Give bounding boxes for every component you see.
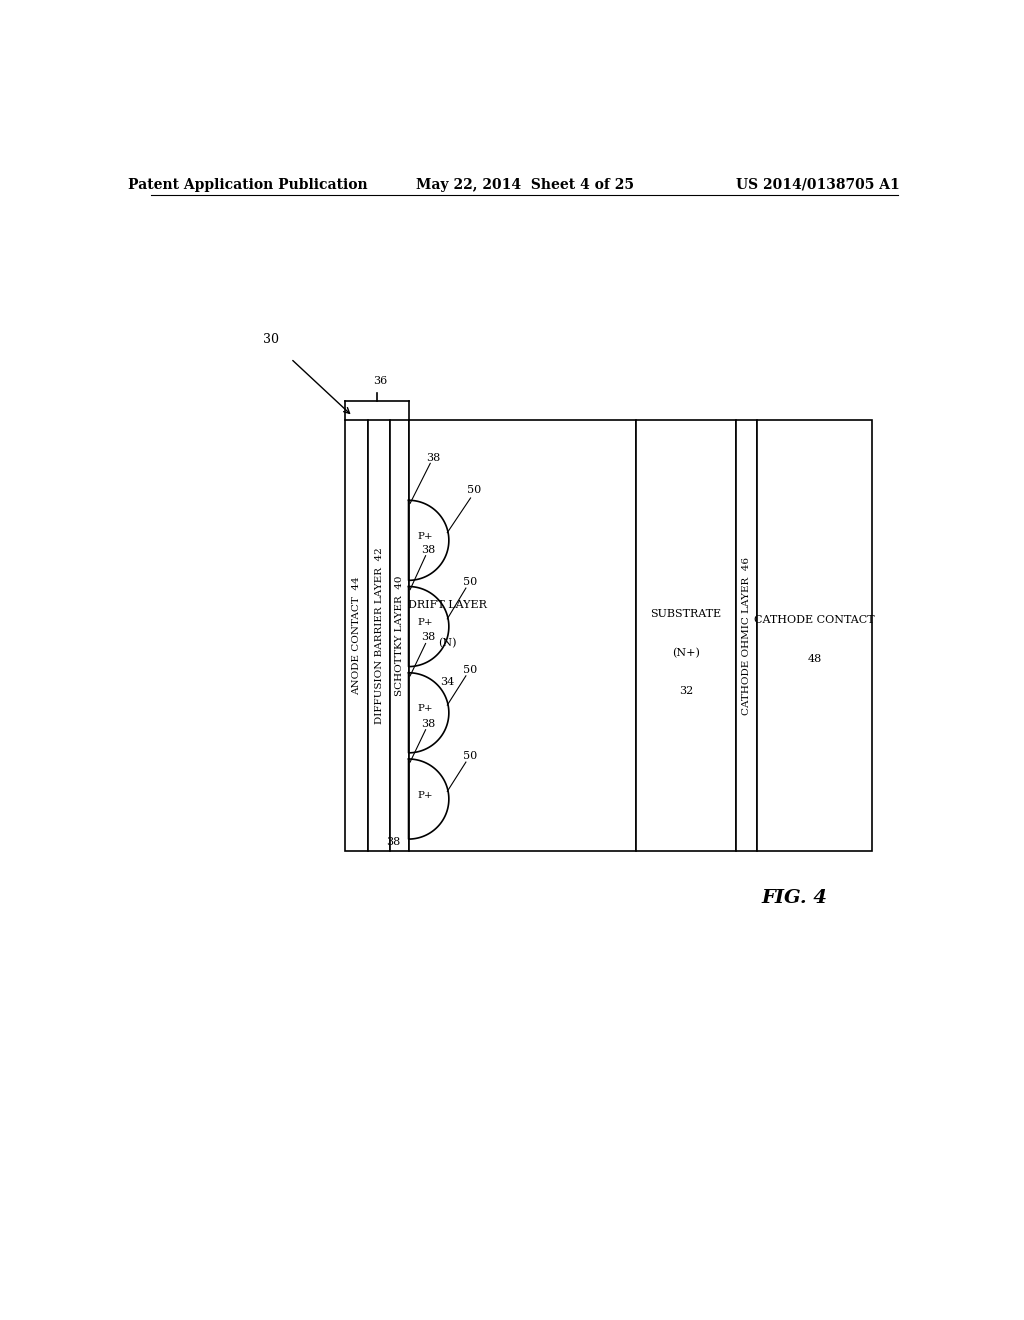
Text: 38: 38 — [422, 718, 436, 729]
Bar — [369, 420, 390, 851]
Bar — [390, 420, 409, 851]
Text: 30: 30 — [263, 333, 280, 346]
Text: 50: 50 — [463, 665, 477, 675]
Text: CATHODE CONTACT: CATHODE CONTACT — [755, 615, 874, 626]
Text: (N): (N) — [438, 639, 457, 648]
Text: SCHOTTKY LAYER  40: SCHOTTKY LAYER 40 — [394, 576, 403, 696]
Text: 38: 38 — [386, 837, 400, 847]
Text: CATHODE OHMIC LAYER  46: CATHODE OHMIC LAYER 46 — [742, 557, 752, 715]
Text: 50: 50 — [463, 577, 477, 587]
Text: P+: P+ — [418, 791, 433, 800]
Text: DIFFUSION BARRIER LAYER  42: DIFFUSION BARRIER LAYER 42 — [375, 548, 384, 725]
Text: 50: 50 — [463, 751, 477, 760]
Bar — [758, 420, 872, 851]
Bar — [345, 420, 369, 851]
Text: 48: 48 — [808, 653, 822, 664]
Text: 38: 38 — [422, 632, 436, 643]
Bar — [409, 420, 636, 851]
Text: P+: P+ — [418, 705, 433, 713]
Bar — [636, 420, 736, 851]
Text: (N+): (N+) — [672, 648, 700, 657]
Text: 36: 36 — [374, 376, 388, 385]
Text: May 22, 2014  Sheet 4 of 25: May 22, 2014 Sheet 4 of 25 — [416, 178, 634, 191]
Text: 34: 34 — [440, 677, 455, 686]
Text: DRIFT LAYER: DRIFT LAYER — [408, 601, 486, 610]
Text: ANODE CONTACT  44: ANODE CONTACT 44 — [352, 577, 361, 696]
Text: 50: 50 — [467, 486, 481, 495]
Bar — [736, 420, 758, 851]
Text: 38: 38 — [422, 545, 436, 554]
Text: US 2014/0138705 A1: US 2014/0138705 A1 — [736, 178, 900, 191]
Text: P+: P+ — [418, 532, 433, 541]
Text: SUBSTRATE: SUBSTRATE — [650, 610, 722, 619]
Text: 38: 38 — [426, 453, 440, 463]
Text: 32: 32 — [679, 686, 693, 696]
Text: FIG. 4: FIG. 4 — [762, 888, 827, 907]
Text: Patent Application Publication: Patent Application Publication — [128, 178, 368, 191]
Text: P+: P+ — [418, 618, 433, 627]
